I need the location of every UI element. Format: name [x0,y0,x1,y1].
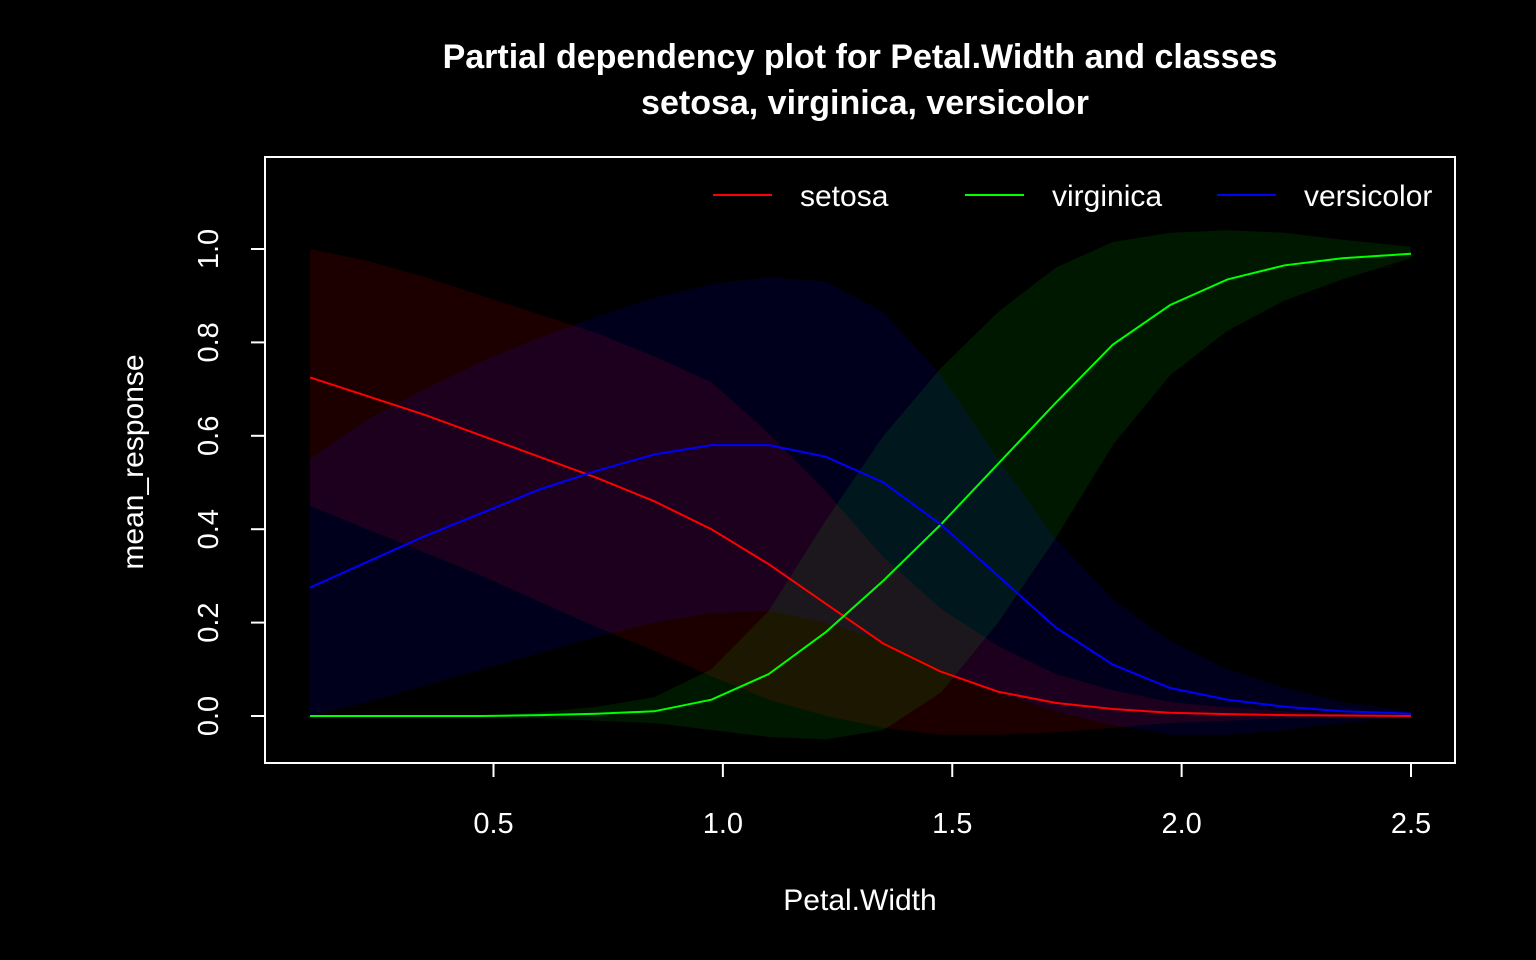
versicolor-confidence-band [310,277,1411,735]
x-tick-label: 1.5 [932,808,972,840]
chart-title-line-2: setosa, virginica, versicolor [641,84,1089,122]
x-axis: 0.5 1.0 1.5 2.0 2.5 [473,762,1431,840]
series-lines [309,252,1412,717]
virginica-line [310,252,1412,717]
y-tick-label: 0.6 [193,416,225,456]
legend-label: setosa [800,180,889,213]
legend-item-virginica: virginica [965,180,1162,213]
setosa-line [309,376,1412,717]
versicolor-line [309,444,1412,715]
confidence-bands [310,230,1411,740]
x-tick-label: 2.5 [1391,808,1431,840]
legend: setosa virginica versicolor [713,180,1432,213]
legend-label: virginica [1052,180,1162,213]
chart-title-line-1: Partial dependency plot for Petal.Width … [443,38,1278,76]
y-tick-label: 0.2 [193,602,225,642]
x-axis-label: Petal.Width [783,884,936,917]
y-tick-label: 0.8 [193,322,225,362]
legend-item-setosa: setosa [713,180,889,213]
legend-item-versicolor: versicolor [1217,180,1432,213]
x-tick-label: 0.5 [473,808,513,840]
y-tick-label: 0.0 [193,696,225,736]
y-axis-label: mean_response [117,354,150,569]
y-tick-label: 0.4 [193,509,225,549]
x-tick-label: 2.0 [1161,808,1201,840]
x-tick-label: 1.0 [703,808,743,840]
y-tick-label: 1.0 [193,229,225,269]
legend-label: versicolor [1304,180,1432,213]
y-axis: 0.0 0.2 0.4 0.6 0.8 1.0 [193,229,266,736]
